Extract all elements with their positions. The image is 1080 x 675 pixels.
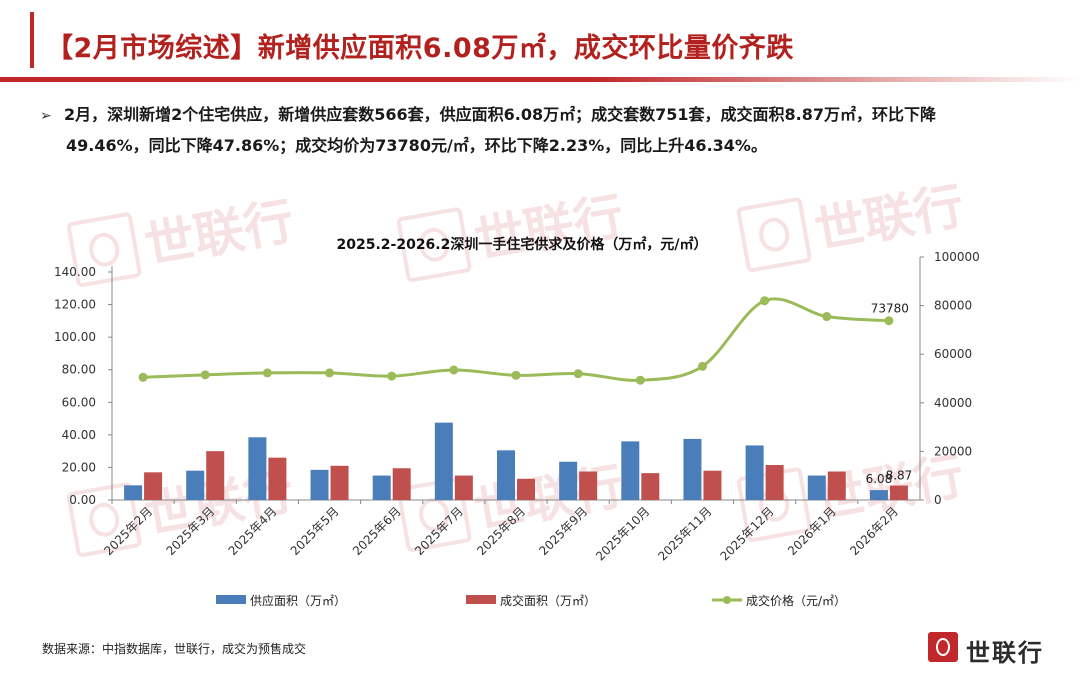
data-label: 8.87	[886, 469, 913, 483]
price-point	[822, 312, 832, 322]
summary-text: ➢ 2月，深圳新增2个住宅供应，新增供应套数566套，供应面积6.08万㎡；成交套…	[40, 100, 1050, 161]
price-point	[697, 361, 707, 371]
x-axis-tick-label: 2025年6月	[350, 504, 404, 558]
supply-area-bar	[434, 422, 453, 500]
summary-line-1: 2月，深圳新增2个住宅供应，新增供应套数566套，供应面积6.08万㎡；成交套数…	[64, 105, 937, 124]
x-axis-tick-label: 2025年11月	[655, 504, 714, 563]
x-axis-tick-label: 2025年8月	[474, 504, 528, 558]
price-line-path	[143, 297, 890, 382]
price-point	[387, 371, 397, 381]
left-axis-tick-label: 140.00	[54, 265, 96, 279]
title-divider	[0, 77, 1080, 82]
x-axis-tick-label: 2025年5月	[288, 504, 342, 558]
supply-area-bar	[310, 469, 329, 500]
transaction-area-bar	[206, 451, 225, 500]
data-source-note: 数据来源：中指数据库，世联行，成交为预售成交	[42, 642, 307, 656]
data-label: 6.08	[866, 472, 893, 486]
transaction-area-bar	[765, 464, 784, 500]
transaction-area-bar	[641, 473, 660, 500]
title-accent-bar	[30, 12, 34, 68]
right-axis-tick-label: 60000	[934, 347, 972, 361]
data-label: 73780	[871, 302, 909, 316]
bullet-arrow-icon: ➢	[40, 108, 52, 124]
left-axis-tick-label: 20.00	[62, 460, 96, 474]
x-axis-tick-label: 2025年4月	[226, 504, 280, 558]
right-axis-tick-label: 100000	[934, 250, 980, 264]
legend-swatch-supply	[216, 595, 246, 604]
x-axis-tick-label: 2025年12月	[717, 504, 776, 563]
supply-area-bar	[807, 475, 826, 500]
transaction-area-bar	[889, 485, 908, 500]
x-axis-tick-label: 2025年9月	[536, 504, 590, 558]
summary-line-2: 49.46%，同比下降47.86%；成交均价为73780元/㎡，环比下降2.23…	[66, 136, 767, 155]
price-point	[325, 368, 335, 378]
left-axis-tick-label: 60.00	[62, 395, 96, 409]
supply-area-bar	[497, 450, 515, 500]
transaction-area-bar	[144, 472, 163, 500]
right-axis-tick-label: 40000	[934, 396, 972, 410]
x-axis-tick-label: 2026年1月	[785, 504, 839, 558]
chart-legend: 供应面积（万㎡） 成交面积（万㎡） 成交价格（元/㎡）	[216, 593, 846, 608]
supply-area-bar	[248, 437, 267, 500]
x-axis-tick-label: 2025年2月	[101, 504, 155, 558]
price-point	[884, 316, 894, 326]
supply-area-bar	[745, 445, 764, 500]
supply-area-bar	[869, 490, 888, 500]
left-axis-tick-label: 0.00	[69, 493, 96, 507]
header-bar: 【2月市场综述】新增供应面积6.08万㎡，成交环比量价齐跌	[0, 0, 1080, 86]
chart-price-line	[138, 296, 894, 385]
left-axis-tick-label: 80.00	[62, 363, 96, 377]
company-logo-text: 世联行	[966, 639, 1044, 667]
supply-area-bar	[621, 441, 640, 500]
left-axis-tick-label: 120.00	[54, 298, 96, 312]
transaction-area-bar	[517, 478, 535, 500]
chart-title: 2025.2-2026.2深圳一手住宅供求及价格（万㎡，元/㎡）	[337, 236, 708, 253]
transaction-area-bar	[827, 471, 846, 500]
price-point	[635, 375, 645, 385]
page-title: 【2月市场综述】新增供应面积6.08万㎡，成交环比量价齐跌	[46, 33, 794, 64]
transaction-area-bar	[454, 475, 473, 500]
legend-label: 供应面积（万㎡）	[250, 593, 346, 608]
supply-area-bar	[683, 438, 702, 500]
transaction-area-bar	[330, 465, 349, 500]
legend-label: 成交面积（万㎡）	[500, 593, 596, 608]
price-point	[262, 368, 272, 378]
supply-area-bar	[186, 470, 205, 500]
transaction-area-bar	[703, 470, 722, 500]
x-axis-tick-label: 2025年3月	[163, 504, 217, 558]
left-axis-tick-label: 40.00	[62, 428, 96, 442]
transaction-area-bar	[579, 471, 598, 500]
price-point	[573, 369, 583, 379]
right-axis-tick-label: 80000	[934, 299, 972, 313]
price-point	[511, 370, 521, 380]
price-point	[760, 296, 770, 306]
x-axis-tick-label: 2026年2月	[847, 504, 901, 558]
price-point	[138, 372, 148, 382]
price-point	[200, 370, 210, 380]
legend-label: 成交价格（元/㎡）	[746, 593, 846, 608]
x-axis-tick-label: 2025年7月	[412, 504, 466, 558]
company-logo-icon	[928, 632, 958, 662]
legend-swatch-price-point	[723, 596, 731, 604]
chart-axes: 0.00 20.00 40.00 60.00 80.00 100.00 120.00 140.…	[54, 250, 980, 563]
chart-data-labels: 6.088.87 73780	[866, 302, 913, 486]
right-axis-tick-label: 20000	[934, 444, 972, 458]
supply-area-bar	[372, 475, 391, 500]
price-point	[449, 365, 459, 375]
supply-area-bar	[124, 485, 143, 500]
left-axis-tick-label: 100.00	[54, 330, 96, 344]
transaction-area-bar	[392, 468, 411, 500]
x-axis-tick-label: 2025年10月	[593, 504, 652, 563]
legend-swatch-transaction	[466, 595, 496, 604]
chart-bars	[124, 422, 908, 500]
right-axis-tick-label: 0	[934, 493, 942, 507]
supply-area-bar	[559, 461, 578, 500]
transaction-area-bar	[268, 457, 287, 500]
